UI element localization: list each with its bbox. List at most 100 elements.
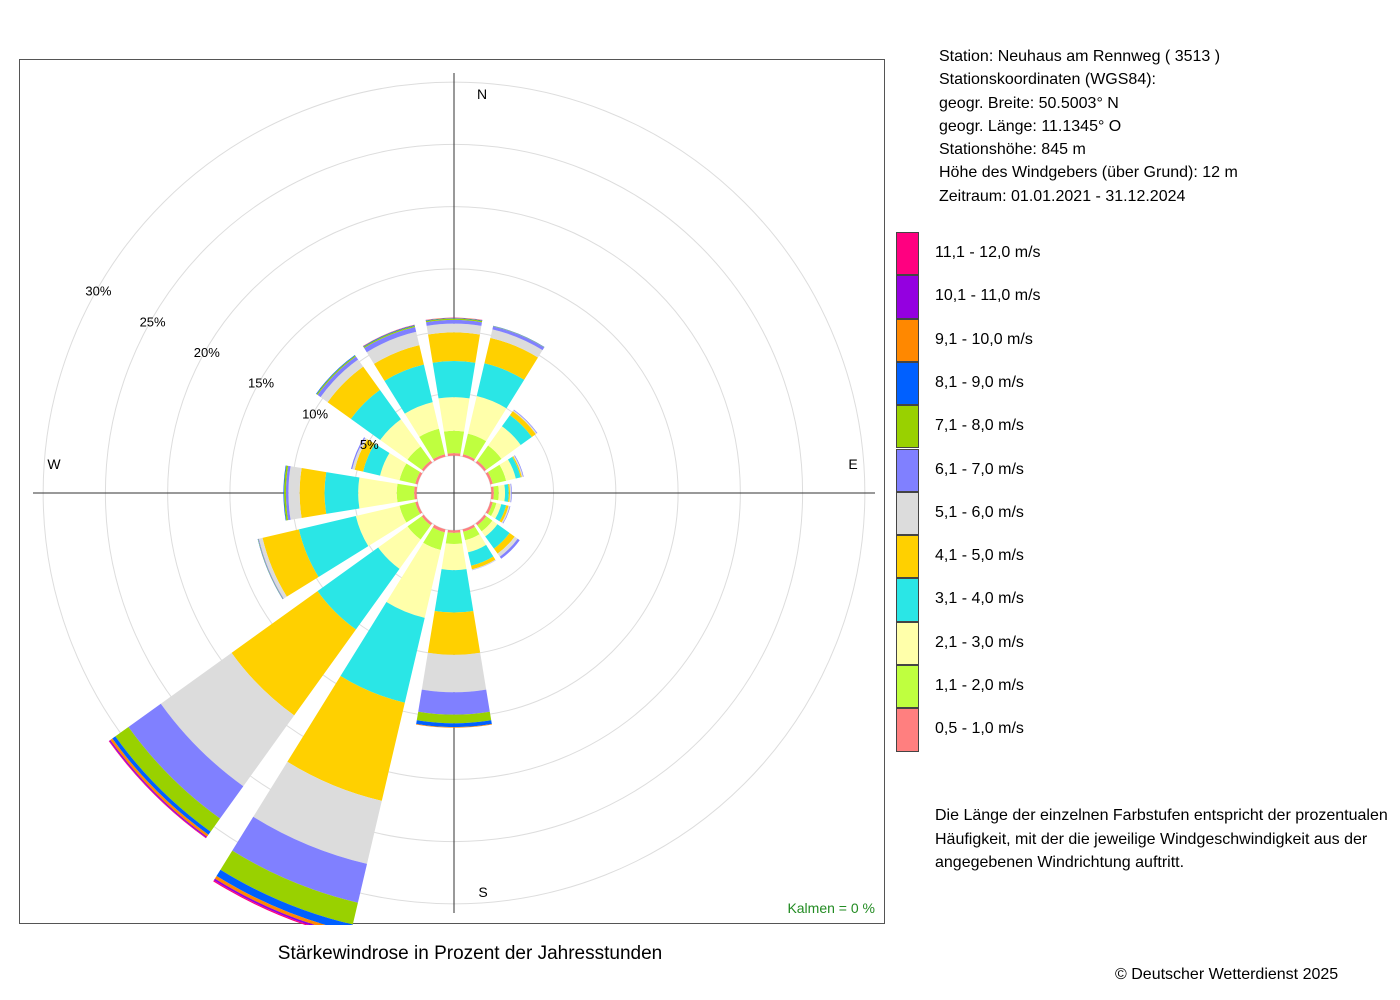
- sector-segment: [463, 433, 487, 460]
- sector-segment: [487, 464, 507, 484]
- sector-segment: [364, 326, 417, 353]
- sector-segment: [432, 361, 476, 399]
- sector-segment: [115, 726, 221, 832]
- sector-e: [490, 483, 512, 503]
- sector-segment: [475, 514, 487, 526]
- sector-segment: [513, 455, 524, 478]
- sector-segment: [288, 466, 302, 520]
- sector-se: [475, 514, 520, 559]
- sector-segment: [340, 601, 425, 703]
- copyright-notice: © Deutscher Wetterdienst 2025: [1115, 966, 1339, 983]
- sector-segment: [418, 689, 490, 715]
- sector-segment: [415, 472, 423, 485]
- sector-segment: [487, 502, 497, 516]
- sector-segment: [287, 676, 405, 801]
- sector-segment: [324, 472, 360, 514]
- sector-segment: [317, 547, 400, 630]
- sector-nw: [315, 354, 433, 472]
- sector-nnw: [362, 324, 446, 462]
- legend-item: 3,1 - 4,0 m/s: [896, 578, 1096, 622]
- sector-ssw: [213, 524, 446, 925]
- sector-segment: [425, 318, 483, 321]
- compass-label-s: S: [478, 884, 487, 900]
- sector-segment: [428, 332, 480, 363]
- legend-item: 11,1 - 12,0 m/s: [896, 232, 1096, 276]
- sector-segment: [416, 711, 492, 724]
- sector-segment: [363, 443, 390, 476]
- sector-segment: [445, 532, 463, 545]
- legend-swatch: [896, 665, 919, 709]
- legend-label: 9,1 - 10,0 m/s: [935, 330, 1033, 348]
- sector-segment: [404, 402, 439, 437]
- sector-segment: [512, 410, 537, 435]
- compass-layer: N E S W: [47, 86, 857, 900]
- sector-segment: [231, 591, 356, 716]
- sector-segment: [471, 556, 496, 570]
- sector-segment: [514, 455, 524, 477]
- sector-n: [425, 317, 483, 457]
- compass-label-n: N: [477, 86, 487, 102]
- sector-segment: [416, 723, 492, 728]
- sector-w: [283, 465, 418, 521]
- sector-segment: [425, 318, 483, 323]
- station-info-line: Zeitraum: 01.01.2021 - 31.12.2024: [939, 187, 1186, 205]
- sector-segment: [419, 428, 445, 460]
- sector-ne: [475, 409, 538, 472]
- legend-item: 2,1 - 3,0 m/s: [896, 621, 1096, 665]
- sector-segment: [508, 483, 511, 503]
- sector-layer: [108, 317, 545, 925]
- sector-segment: [262, 529, 319, 597]
- legend-swatch: [896, 708, 919, 752]
- sector-nne: [462, 325, 545, 462]
- sector-segment: [421, 514, 433, 526]
- sector-segment: [484, 337, 538, 380]
- sector-segment: [366, 331, 420, 364]
- sector-segment: [232, 816, 368, 903]
- sector-segment: [447, 453, 461, 457]
- sector-segment: [378, 526, 421, 569]
- sector-segment: [512, 456, 522, 478]
- sector-segment: [485, 524, 510, 549]
- sector-segment: [426, 319, 482, 326]
- sector-segment: [358, 477, 398, 509]
- sector-segment: [502, 506, 511, 524]
- sector-segment: [425, 317, 483, 321]
- radial-tick-label: 20%: [194, 345, 220, 360]
- sector-segment: [425, 317, 483, 321]
- sector-segment: [485, 472, 493, 485]
- legend-item: 0,5 - 1,0 m/s: [896, 708, 1096, 752]
- legend-label: 5,1 - 6,0 m/s: [935, 503, 1024, 521]
- legend-label: 8,1 - 9,0 m/s: [935, 373, 1024, 391]
- sector-segment: [160, 652, 295, 787]
- sector-segment: [425, 317, 483, 321]
- station-info-line: geogr. Breite: 50.5003° N: [939, 94, 1119, 112]
- sector-segment: [407, 446, 431, 470]
- radial-tick-label: 10%: [302, 406, 328, 421]
- sector-segment: [467, 544, 494, 566]
- sector-segment: [253, 761, 382, 864]
- legend-note: Die Länge der einzelnen Farbstufen entsp…: [935, 807, 1388, 871]
- sector-segment: [350, 389, 401, 440]
- legend-swatch: [896, 275, 919, 319]
- sector-segment: [299, 468, 327, 518]
- sector-segment: [485, 501, 493, 514]
- legend-item: 7,1 - 8,0 m/s: [896, 405, 1096, 449]
- sector-segment: [491, 502, 502, 519]
- radial-tick-label: 15%: [248, 376, 274, 391]
- sector-segment: [492, 326, 545, 351]
- sector-segment: [462, 524, 475, 532]
- legend-item: 1,1 - 2,0 m/s: [896, 665, 1096, 709]
- sector-segment: [363, 325, 416, 349]
- legend-swatch: [896, 578, 919, 622]
- sector-segment: [380, 419, 421, 460]
- sector-segment: [320, 359, 364, 403]
- sector-ene: [485, 455, 524, 485]
- sector-segment: [463, 526, 480, 541]
- sector-sse: [462, 524, 496, 571]
- chart-caption: Stärkewindrose in Prozent der Jahresstun…: [277, 943, 663, 964]
- legend-label: 3,1 - 4,0 m/s: [935, 590, 1024, 608]
- legend-label: 11,1 - 12,0 m/s: [935, 244, 1041, 261]
- legend-swatch: [896, 448, 919, 492]
- sector-ese: [485, 501, 511, 524]
- station-info: Station: Neuhaus am Rennweg ( 3513 ) Stat…: [939, 45, 1238, 208]
